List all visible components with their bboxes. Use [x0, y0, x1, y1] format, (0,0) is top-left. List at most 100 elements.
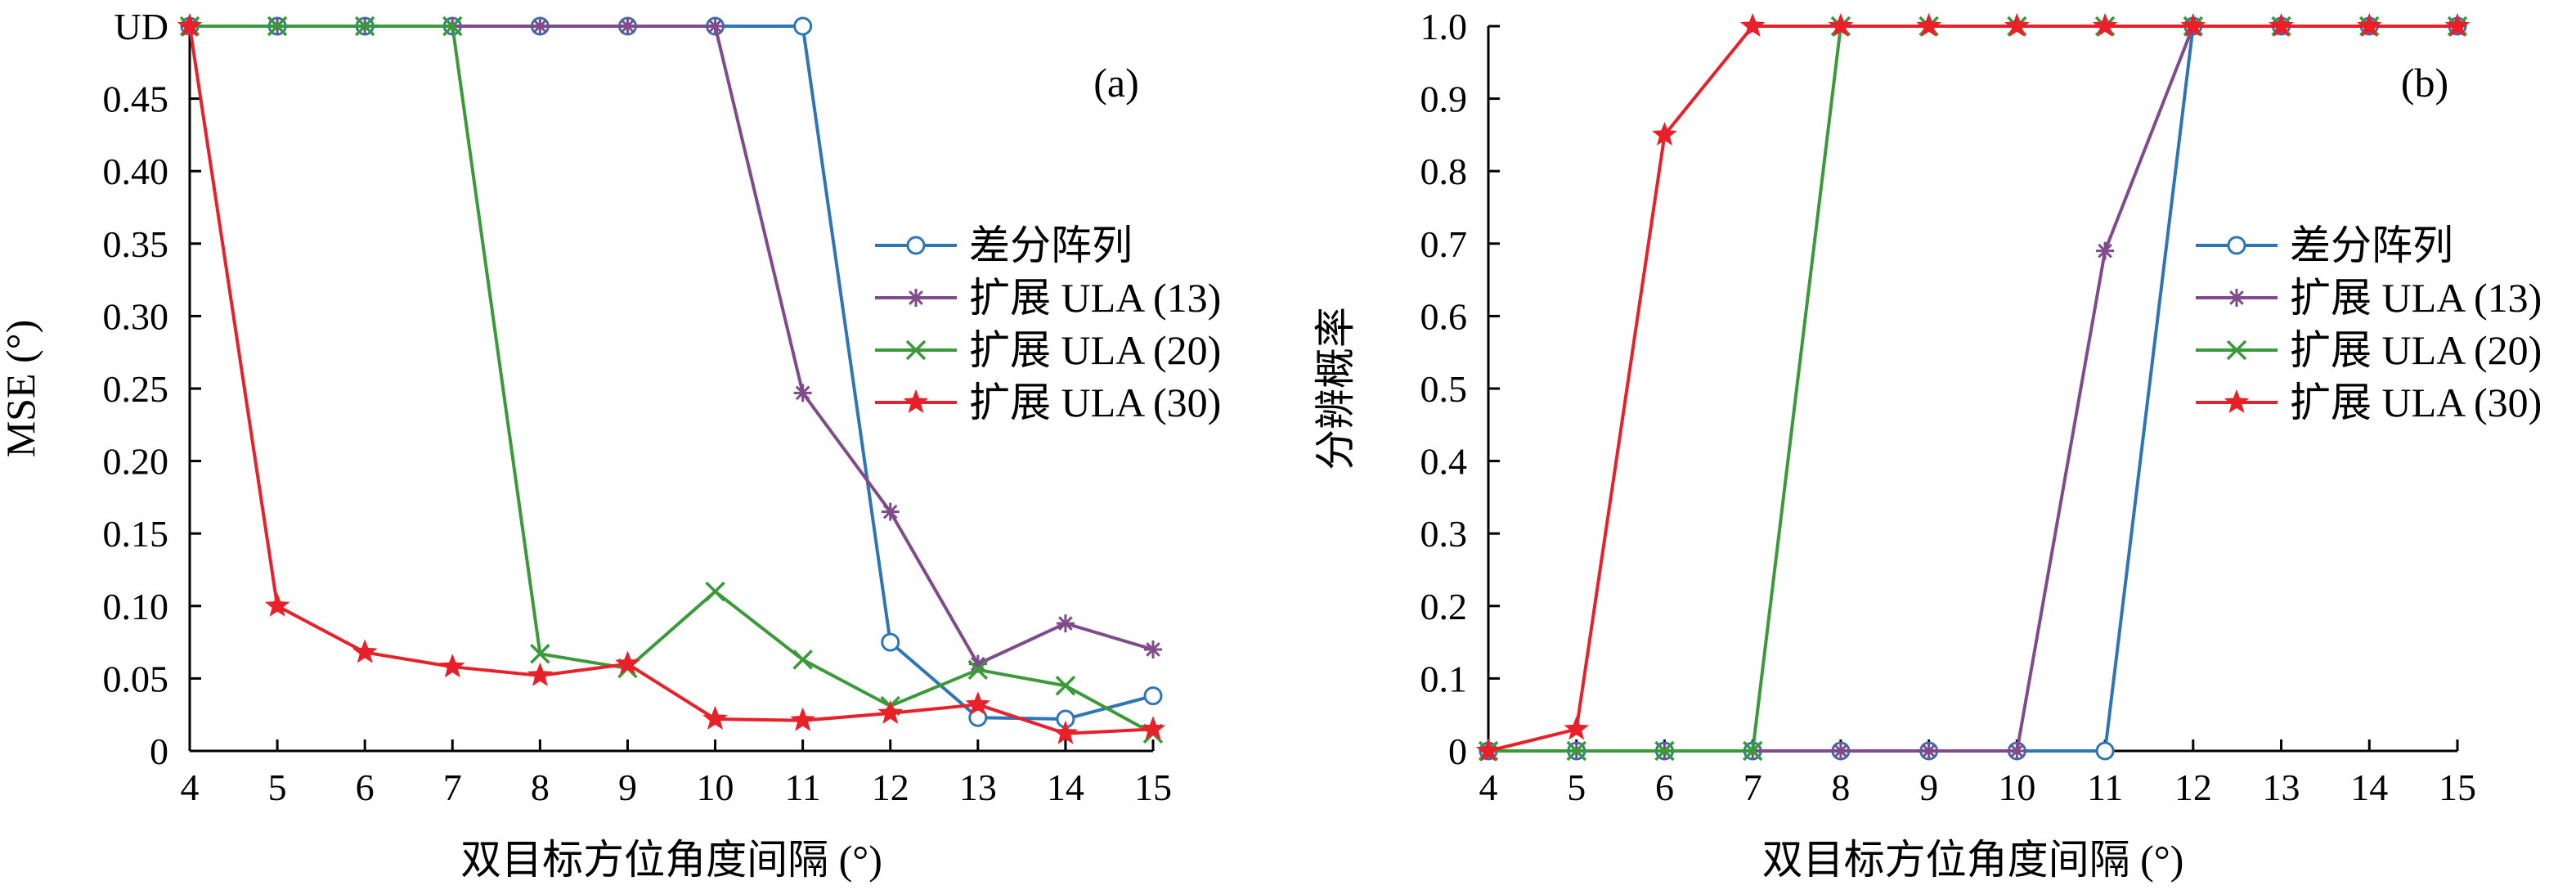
data-point	[1739, 12, 1766, 37]
legend-item: 扩展 ULA (13)	[2196, 275, 2542, 321]
data-point	[1828, 12, 1854, 37]
legend-item: 扩展 ULA (30)	[2196, 380, 2542, 425]
data-point	[527, 662, 553, 686]
x-tick-label: 12	[872, 766, 909, 808]
x-tick-label: 9	[618, 766, 637, 808]
x-tick-label: 8	[1831, 766, 1850, 808]
data-point	[1916, 12, 1941, 37]
x-tick-label: 12	[2174, 766, 2212, 808]
x-tick-label: 6	[1655, 766, 1674, 808]
y-tick-label: 0.5	[1420, 368, 1468, 410]
data-point	[793, 16, 813, 36]
data-point	[1654, 740, 1675, 762]
data-point	[2008, 742, 2026, 760]
data-point	[2269, 12, 2294, 37]
data-point	[702, 705, 728, 730]
y-tick-label: 0.20	[103, 441, 169, 483]
data-point	[531, 17, 550, 35]
data-point	[2092, 12, 2118, 37]
y-tick-label: 0	[150, 730, 168, 772]
series-3	[1475, 12, 2471, 762]
x-tick-label: 15	[2439, 766, 2476, 808]
y-tick-label: 0.05	[103, 658, 169, 699]
legend-marker	[903, 389, 929, 413]
data-point	[881, 632, 900, 652]
x-tick-label: 11	[2087, 766, 2123, 808]
legend-label: 扩展 ULA (30)	[969, 380, 1221, 425]
data-point	[1144, 640, 1162, 659]
legend-label: 扩展 ULA (20)	[2290, 327, 2542, 373]
y-tick-label: 0.3	[1420, 513, 1468, 555]
data-point	[1831, 742, 1850, 760]
x-tick-label: 8	[531, 766, 550, 808]
chart-panel-b: 4 5 6 7 8 9 10 11 12 13 14 15 0 0.1 0.2 0.3 0.4 0.5 0.6 0.7…	[1313, 6, 2542, 883]
x-tick-label: 5	[268, 766, 287, 808]
data-point	[442, 16, 463, 37]
legend-marker	[2226, 339, 2247, 361]
legend-label: 扩展 ULA (30)	[2290, 380, 2542, 425]
y-tick-label: 0.6	[1420, 295, 1468, 337]
y-tick-label: 0.4	[1420, 441, 1468, 483]
legend-item: 扩展 ULA (13)	[875, 275, 1221, 321]
legend-label: 扩展 ULA (13)	[969, 275, 1221, 321]
y-tick-label: 0.7	[1420, 223, 1468, 265]
data-point	[1140, 716, 1166, 740]
data-point	[706, 17, 725, 35]
data-point	[1564, 716, 1589, 740]
legend-marker	[906, 236, 926, 255]
y-tick-label: 0.25	[103, 368, 169, 410]
data-point	[177, 12, 203, 37]
x-axis-title: 双目标方位角度间隔 (°)	[460, 837, 882, 883]
x-tick-label: 14	[1047, 766, 1084, 808]
panel-label: (a)	[1093, 60, 1139, 106]
x-axis-title: 双目标方位角度间隔 (°)	[1762, 837, 2184, 883]
x-tick-label: 4	[181, 766, 200, 808]
data-point	[1056, 614, 1075, 633]
y-tick-label: 0.45	[103, 79, 169, 120]
legend-label: 差分阵列	[969, 222, 1133, 268]
data-point	[881, 502, 900, 521]
data-point	[352, 639, 378, 663]
x-tick-label: 14	[2350, 766, 2388, 808]
y-tick-label: 0.10	[103, 586, 169, 627]
series-line	[190, 25, 1154, 735]
y-tick-label: 0.2	[1420, 586, 1468, 627]
y-tick-label: UD	[114, 6, 168, 47]
y-tick-label: 0.9	[1420, 79, 1468, 120]
legend-item: 扩展 ULA (20)	[2196, 327, 2542, 373]
data-point	[264, 592, 290, 617]
y-tick-label: 0.15	[103, 513, 169, 555]
y-tick-label: 0.1	[1420, 658, 1468, 699]
data-point	[354, 16, 375, 37]
legend-item: 扩展 ULA (20)	[875, 327, 1221, 373]
data-point	[1742, 740, 1763, 762]
series-line	[188, 25, 1154, 735]
y-tick-label: 0.40	[103, 151, 169, 192]
data-point	[2004, 12, 2030, 37]
legend-label: 扩展 ULA (20)	[969, 327, 1221, 373]
data-point	[793, 384, 812, 402]
data-point	[1055, 676, 1076, 696]
legend-item: 差分阵列	[875, 222, 1133, 268]
data-point	[1475, 737, 1501, 762]
x-tick-label: 5	[1567, 766, 1586, 808]
data-point	[2095, 741, 2115, 761]
x-tick-label: 13	[2263, 766, 2300, 808]
data-point	[792, 650, 813, 670]
legend-marker	[907, 289, 925, 307]
data-point	[440, 654, 465, 678]
x-tick-label: 7	[443, 766, 462, 808]
x-tick-label: 13	[959, 766, 997, 808]
data-point	[2444, 12, 2471, 37]
legend-marker	[905, 339, 927, 361]
x-tick-label: 11	[784, 766, 820, 808]
legend-marker	[2227, 236, 2246, 255]
x-tick-label: 15	[1134, 766, 1172, 808]
data-point	[1566, 740, 1586, 762]
y-tick-label: 0.30	[103, 295, 169, 337]
data-point	[1052, 720, 1079, 744]
